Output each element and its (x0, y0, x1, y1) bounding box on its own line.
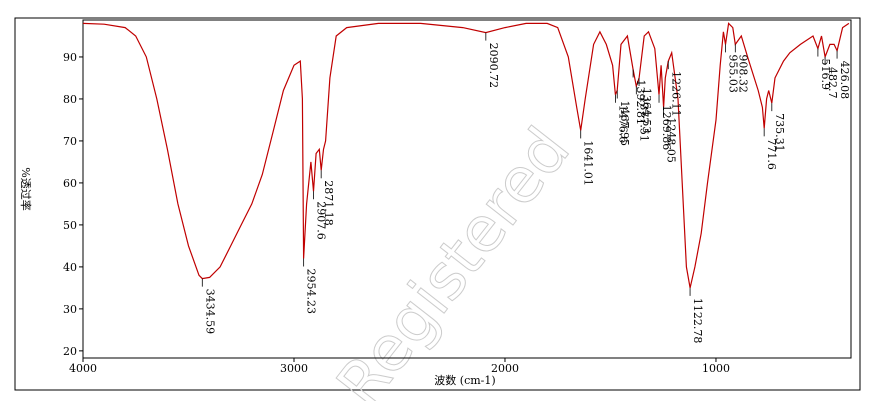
peak-label: 2871.18 (322, 180, 335, 226)
y-tick-label: 50 (63, 219, 77, 232)
peak-label: 1364.53 (640, 88, 653, 134)
y-tick-label: 30 (63, 303, 77, 316)
y-tick-label: 80 (63, 93, 77, 106)
outer-frame (14, 17, 861, 391)
peak-label: 908.32 (736, 54, 749, 93)
peak-label: 1641.01 (582, 140, 595, 186)
peak-label: 955.03 (726, 54, 739, 93)
x-tick-label: 1000 (702, 362, 730, 375)
peak-label: 735.31 (773, 113, 786, 152)
y-tick-label: 60 (63, 177, 77, 190)
peak-label: 1226.11 (669, 71, 682, 117)
peak-label: 482.7 (826, 67, 839, 99)
peak-label: 1392.81 (634, 80, 647, 126)
y-tick-label: 90 (63, 51, 77, 64)
y-tick-label: 40 (63, 261, 77, 274)
peak-label: 1269.86 (660, 105, 673, 151)
peak-label: 2090.72 (487, 43, 500, 88)
x-tick-label: 3000 (280, 362, 308, 375)
peak-label: 2907.6 (314, 201, 327, 240)
y-axis-label: %透过率 (19, 167, 33, 210)
spectrum-line (82, 22, 850, 289)
x-tick-label: 2000 (491, 362, 519, 375)
peak-label: 516.9 (819, 59, 832, 91)
y-tick-label: 70 (63, 135, 77, 148)
peak-label: 1122.78 (691, 298, 704, 344)
peak-label: 1476.6 (616, 105, 629, 144)
y-tick-label: 20 (63, 345, 77, 358)
peak-label: 3434.59 (203, 289, 216, 335)
peak-label: 1377.51 (637, 96, 650, 141)
peak-label: 1467.95 (618, 101, 631, 146)
x-tick-label: 4000 (69, 362, 97, 375)
peak-label: 426.08 (838, 61, 851, 100)
peak-label: 2954.23 (305, 268, 318, 314)
peak-label: 1248.05 (665, 117, 678, 163)
peak-label: 771.6 (765, 138, 778, 170)
x-axis-label: 波数 (cm-1) (434, 374, 495, 387)
plot-frame (82, 19, 852, 359)
